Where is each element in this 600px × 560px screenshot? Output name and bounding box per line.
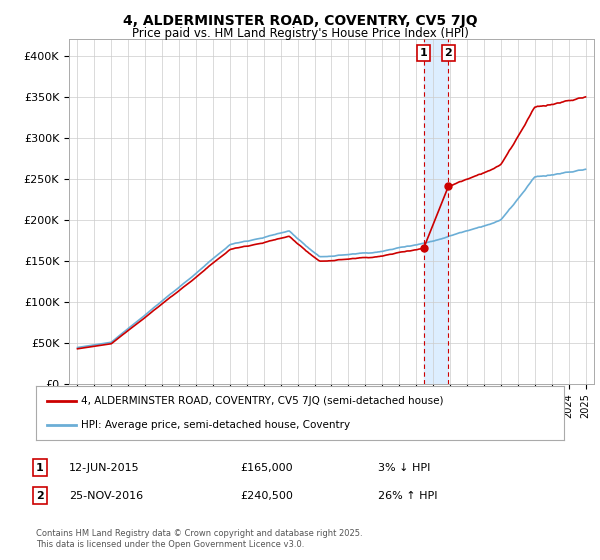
- Text: £240,500: £240,500: [240, 491, 293, 501]
- Text: 3% ↓ HPI: 3% ↓ HPI: [378, 463, 430, 473]
- Text: 1: 1: [420, 48, 428, 58]
- Text: 4, ALDERMINSTER ROAD, COVENTRY, CV5 7JQ (semi-detached house): 4, ALDERMINSTER ROAD, COVENTRY, CV5 7JQ …: [81, 396, 443, 407]
- Text: 2: 2: [36, 491, 44, 501]
- Text: 26% ↑ HPI: 26% ↑ HPI: [378, 491, 437, 501]
- Text: Price paid vs. HM Land Registry's House Price Index (HPI): Price paid vs. HM Land Registry's House …: [131, 27, 469, 40]
- Text: 12-JUN-2015: 12-JUN-2015: [69, 463, 140, 473]
- Text: £165,000: £165,000: [240, 463, 293, 473]
- Text: 25-NOV-2016: 25-NOV-2016: [69, 491, 143, 501]
- Bar: [424, 39, 448, 384]
- Text: 1: 1: [36, 463, 44, 473]
- Text: HPI: Average price, semi-detached house, Coventry: HPI: Average price, semi-detached house,…: [81, 419, 350, 430]
- Text: 4, ALDERMINSTER ROAD, COVENTRY, CV5 7JQ: 4, ALDERMINSTER ROAD, COVENTRY, CV5 7JQ: [122, 14, 478, 28]
- Text: Contains HM Land Registry data © Crown copyright and database right 2025.
This d: Contains HM Land Registry data © Crown c…: [36, 529, 362, 549]
- Text: 2: 2: [445, 48, 452, 58]
